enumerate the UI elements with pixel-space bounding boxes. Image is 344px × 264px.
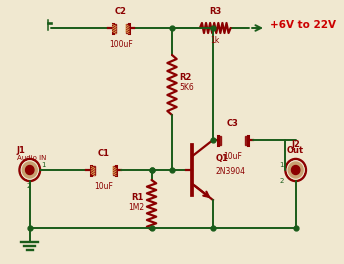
Bar: [112, 166, 116, 175]
Text: C1: C1: [98, 149, 110, 158]
Circle shape: [22, 162, 37, 178]
Text: J1: J1: [17, 146, 25, 155]
Text: C2: C2: [115, 7, 127, 16]
Text: Out: Out: [287, 146, 304, 155]
Circle shape: [287, 161, 304, 179]
Text: 100uF: 100uF: [109, 40, 133, 49]
Text: R3: R3: [209, 7, 222, 16]
Text: J2: J2: [291, 140, 300, 149]
Text: 1: 1: [279, 162, 283, 168]
Text: 1M2: 1M2: [128, 204, 144, 213]
Text: Audio IN: Audio IN: [17, 155, 46, 161]
Bar: [91, 166, 95, 175]
Text: 2: 2: [27, 183, 31, 189]
Bar: [217, 135, 221, 144]
Text: Q1: Q1: [216, 153, 228, 163]
Bar: [245, 135, 248, 144]
Circle shape: [25, 166, 34, 175]
Text: +6V to 22V: +6V to 22V: [270, 20, 336, 30]
Text: 1: 1: [41, 162, 45, 168]
Text: 2: 2: [279, 178, 283, 184]
Circle shape: [288, 162, 303, 178]
Text: 2N3904: 2N3904: [216, 167, 246, 177]
Circle shape: [21, 161, 38, 179]
Bar: [112, 23, 116, 32]
Text: 10uF: 10uF: [94, 182, 113, 191]
Text: R2: R2: [180, 73, 192, 82]
Text: R1: R1: [132, 192, 144, 201]
Text: 1k: 1k: [211, 36, 220, 45]
Text: C3: C3: [227, 119, 239, 128]
Text: 5K6: 5K6: [180, 83, 194, 92]
Bar: [126, 23, 129, 32]
Text: 10uF: 10uF: [224, 152, 243, 161]
Circle shape: [291, 166, 300, 175]
